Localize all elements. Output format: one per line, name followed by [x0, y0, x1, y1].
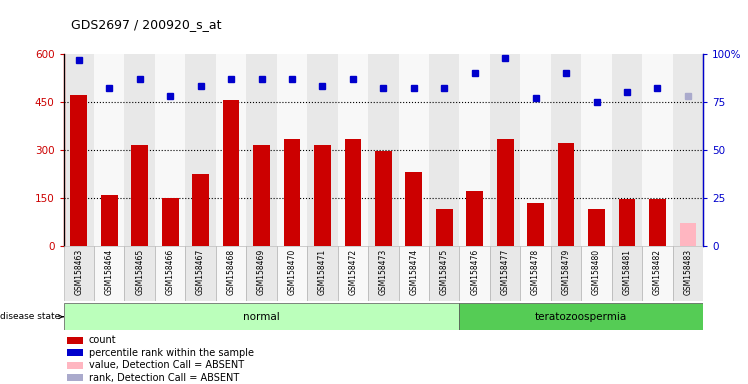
- Bar: [490, 54, 521, 246]
- Text: GSM158483: GSM158483: [684, 248, 693, 295]
- Bar: [253, 145, 270, 246]
- Bar: [64, 303, 459, 330]
- Bar: [490, 246, 521, 301]
- Bar: [192, 174, 209, 246]
- Bar: [368, 54, 399, 246]
- Bar: [459, 246, 490, 301]
- Text: GSM158480: GSM158480: [592, 248, 601, 295]
- Bar: [672, 246, 703, 301]
- Bar: [277, 54, 307, 246]
- Bar: [246, 54, 277, 246]
- Text: GSM158473: GSM158473: [378, 248, 388, 295]
- Text: GSM158477: GSM158477: [500, 248, 509, 295]
- Bar: [399, 246, 429, 301]
- Bar: [612, 246, 643, 301]
- Bar: [581, 246, 612, 301]
- Bar: [216, 54, 246, 246]
- Text: GSM158469: GSM158469: [257, 248, 266, 295]
- Bar: [216, 246, 246, 301]
- Bar: [307, 54, 337, 246]
- Text: GSM158472: GSM158472: [349, 248, 358, 295]
- Bar: [155, 54, 186, 246]
- Bar: [67, 362, 83, 369]
- Bar: [368, 246, 399, 301]
- Bar: [186, 246, 216, 301]
- Text: percentile rank within the sample: percentile rank within the sample: [88, 348, 254, 358]
- Bar: [94, 54, 124, 246]
- Text: rank, Detection Call = ABSENT: rank, Detection Call = ABSENT: [88, 373, 239, 383]
- Bar: [527, 203, 544, 246]
- Bar: [67, 337, 83, 344]
- Bar: [459, 303, 703, 330]
- Text: GSM158471: GSM158471: [318, 248, 327, 295]
- Bar: [619, 199, 635, 246]
- Bar: [551, 246, 581, 301]
- Bar: [132, 145, 148, 246]
- Bar: [551, 54, 581, 246]
- Bar: [155, 246, 186, 301]
- Bar: [337, 54, 368, 246]
- Text: value, Detection Call = ABSENT: value, Detection Call = ABSENT: [88, 360, 244, 370]
- Bar: [70, 95, 88, 246]
- Text: GSM158479: GSM158479: [562, 248, 571, 295]
- Text: GSM158481: GSM158481: [622, 248, 631, 295]
- Text: GSM158464: GSM158464: [105, 248, 114, 295]
- Bar: [521, 54, 551, 246]
- Bar: [307, 246, 337, 301]
- Bar: [429, 246, 459, 301]
- Bar: [466, 191, 483, 246]
- Bar: [375, 151, 392, 246]
- Bar: [337, 246, 368, 301]
- Bar: [246, 246, 277, 301]
- Bar: [283, 139, 301, 246]
- Text: teratozoospermia: teratozoospermia: [535, 312, 628, 322]
- Bar: [429, 54, 459, 246]
- Text: GSM158466: GSM158466: [165, 248, 175, 295]
- Bar: [277, 246, 307, 301]
- Bar: [436, 209, 453, 246]
- Bar: [581, 54, 612, 246]
- Text: GDS2697 / 200920_s_at: GDS2697 / 200920_s_at: [71, 18, 221, 31]
- Bar: [124, 54, 155, 246]
- Bar: [345, 139, 361, 246]
- Bar: [588, 209, 605, 246]
- Text: GSM158467: GSM158467: [196, 248, 205, 295]
- Bar: [399, 54, 429, 246]
- Bar: [405, 172, 422, 246]
- Bar: [64, 246, 94, 301]
- Bar: [643, 54, 672, 246]
- Bar: [67, 349, 83, 356]
- Bar: [64, 54, 94, 246]
- Text: GSM158463: GSM158463: [74, 248, 83, 295]
- Text: GSM158482: GSM158482: [653, 248, 662, 295]
- Text: GSM158474: GSM158474: [409, 248, 418, 295]
- Text: GSM158470: GSM158470: [287, 248, 296, 295]
- Text: normal: normal: [243, 312, 280, 322]
- Bar: [314, 145, 331, 246]
- Bar: [223, 100, 239, 246]
- Bar: [521, 246, 551, 301]
- Text: count: count: [88, 335, 116, 345]
- Bar: [558, 143, 574, 246]
- Text: GSM158476: GSM158476: [470, 248, 479, 295]
- Text: GSM158475: GSM158475: [440, 248, 449, 295]
- Bar: [162, 198, 179, 246]
- Bar: [643, 246, 672, 301]
- Bar: [94, 246, 124, 301]
- Text: GSM158465: GSM158465: [135, 248, 144, 295]
- Bar: [649, 199, 666, 246]
- Bar: [67, 374, 83, 381]
- Bar: [672, 54, 703, 246]
- Bar: [459, 54, 490, 246]
- Bar: [186, 54, 216, 246]
- Bar: [101, 195, 117, 246]
- Text: GSM158478: GSM158478: [531, 248, 540, 295]
- Bar: [612, 54, 643, 246]
- Bar: [124, 246, 155, 301]
- Bar: [679, 223, 696, 246]
- Bar: [497, 139, 514, 246]
- Text: disease state: disease state: [0, 312, 63, 321]
- Text: GSM158468: GSM158468: [227, 248, 236, 295]
